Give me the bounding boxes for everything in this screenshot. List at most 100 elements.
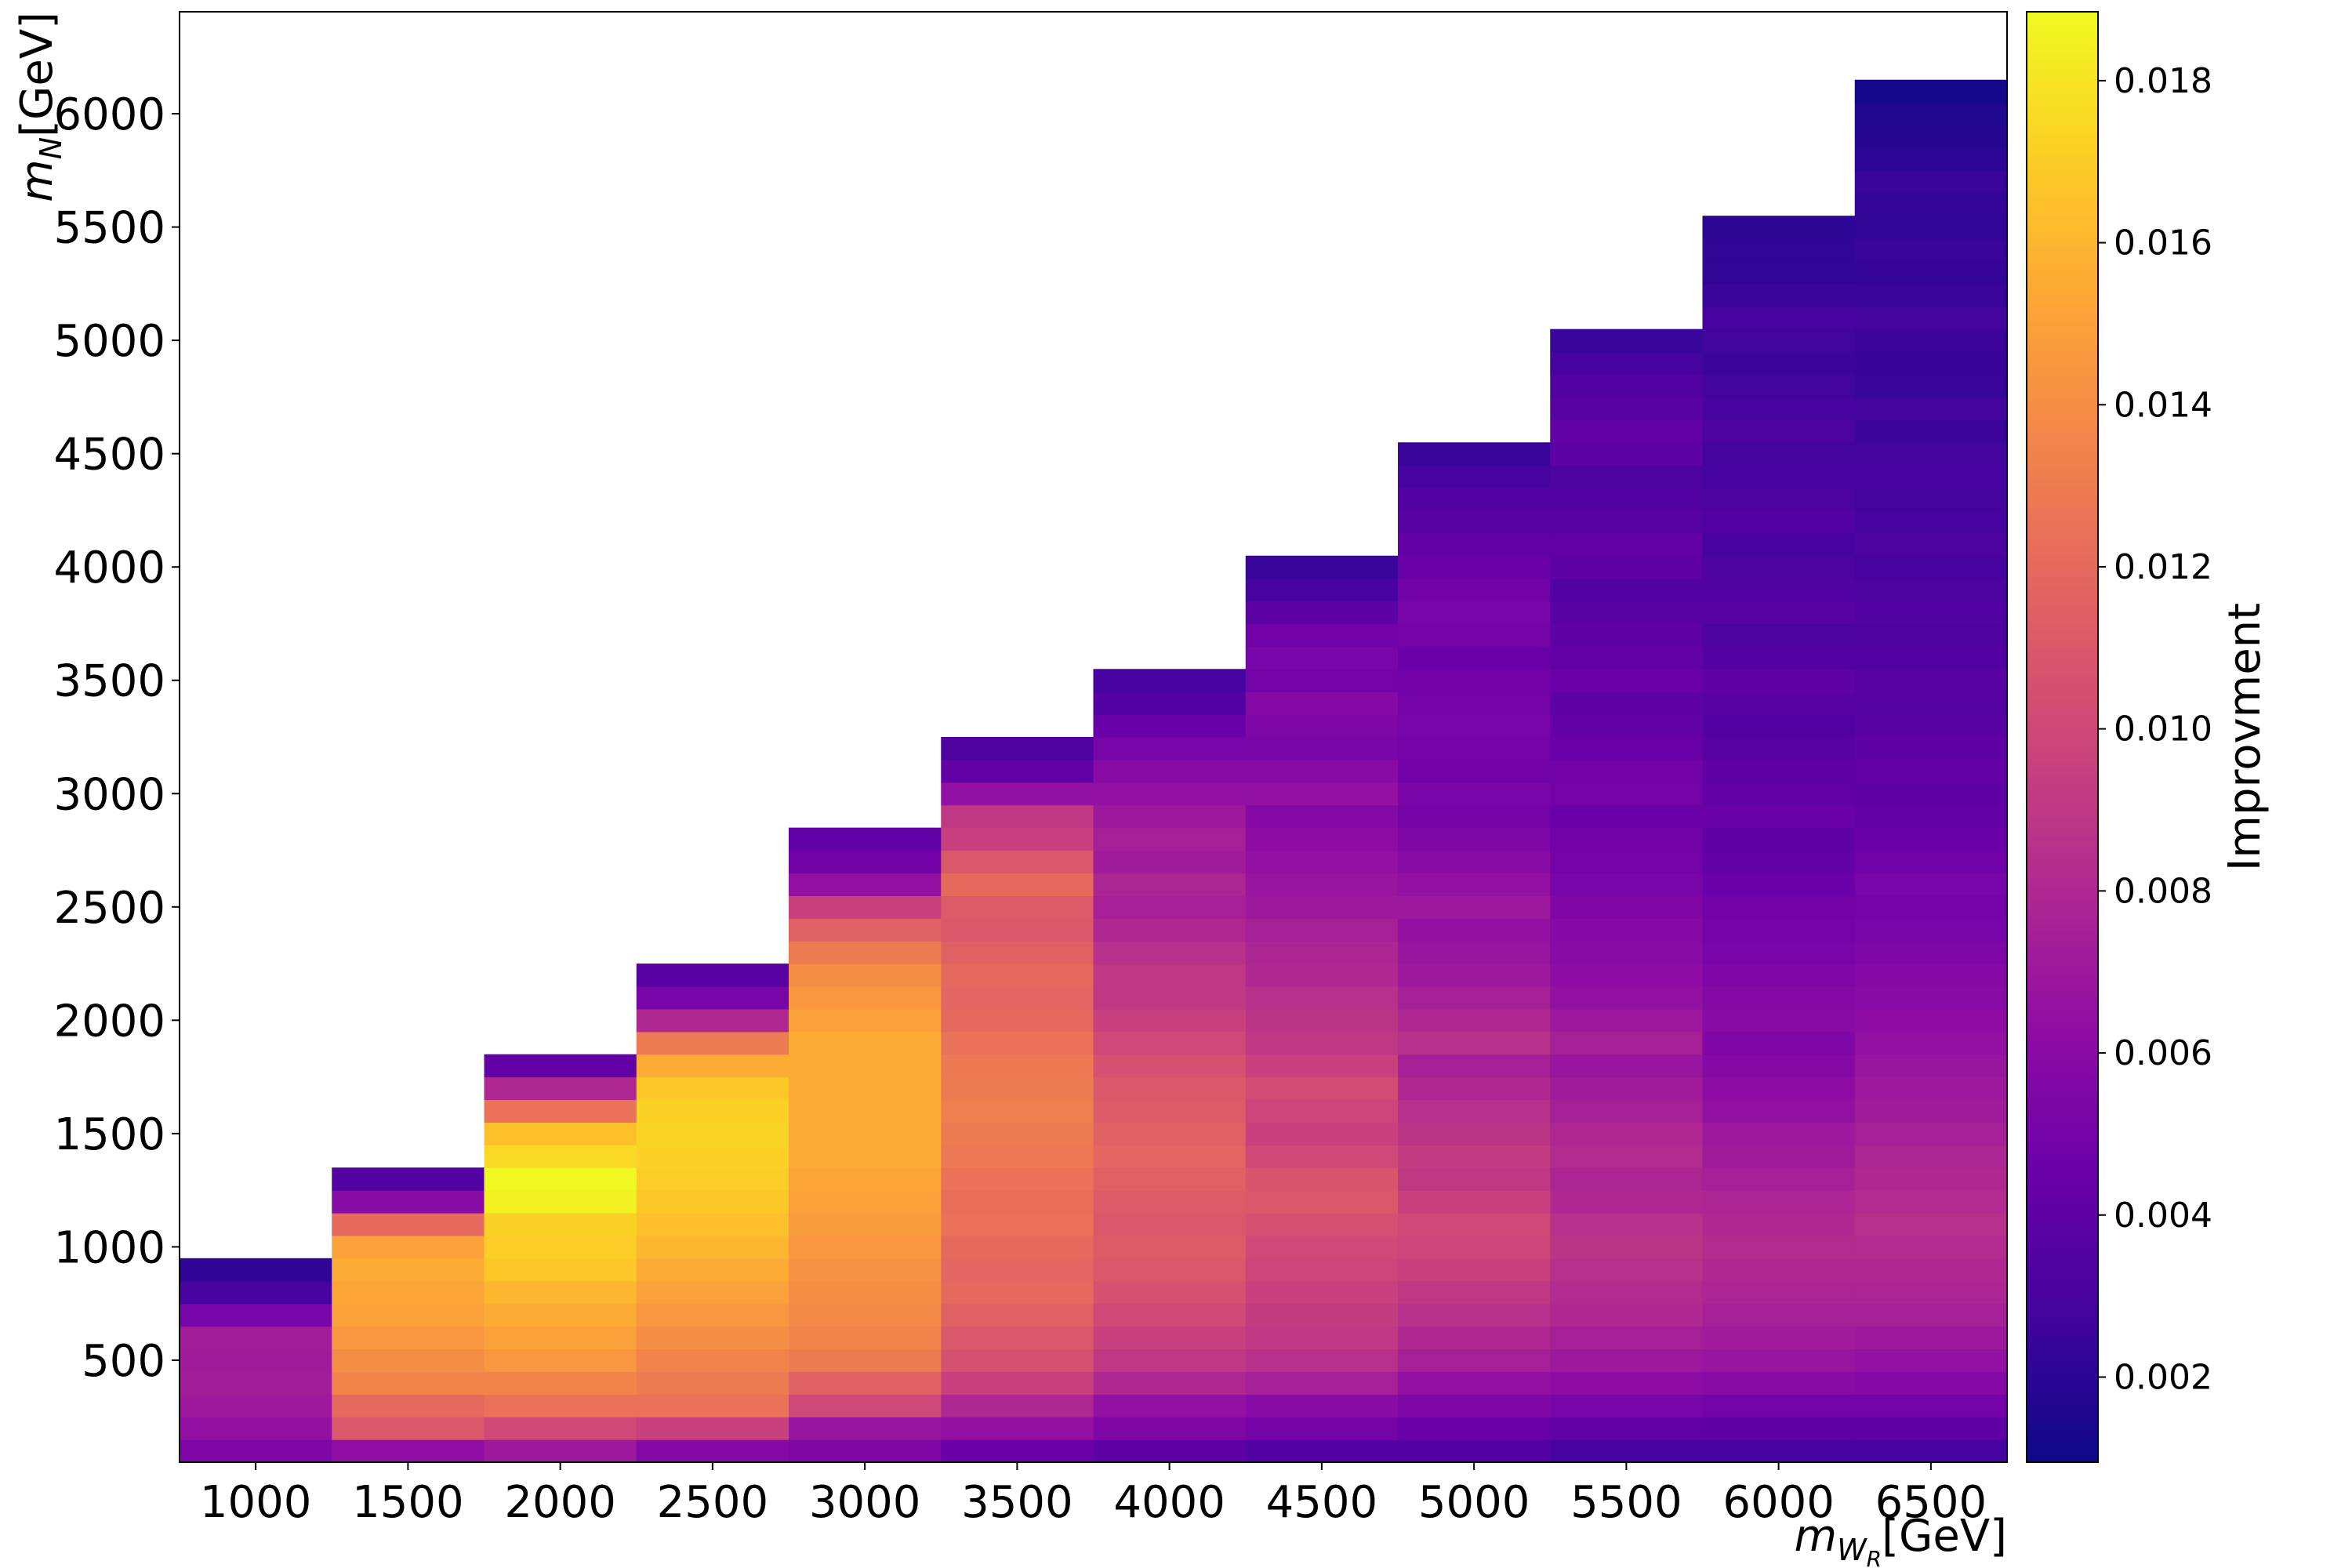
heatmap-cell bbox=[1854, 1258, 2008, 1282]
heatmap-cell bbox=[636, 1417, 789, 1440]
heatmap-cell bbox=[1398, 918, 1551, 942]
heatmap-cell bbox=[1245, 1303, 1399, 1327]
heatmap-cell bbox=[1854, 850, 2008, 874]
heatmap-cell bbox=[1093, 691, 1247, 715]
heatmap-cell bbox=[1245, 1145, 1399, 1168]
heatmap-cell bbox=[1854, 1054, 2008, 1078]
heatmap-cell bbox=[1854, 1348, 2008, 1372]
heatmap-cell bbox=[1854, 918, 2008, 942]
heatmap-cell bbox=[1550, 623, 1704, 647]
heatmap-cell bbox=[1245, 623, 1399, 647]
heatmap-cells bbox=[180, 79, 2008, 1463]
heatmap-cell bbox=[1245, 1348, 1399, 1372]
x-tick-label: 5500 bbox=[1570, 1477, 1682, 1528]
heatmap-cell bbox=[941, 850, 1094, 874]
heatmap-cell bbox=[1854, 260, 2008, 285]
heatmap-cell bbox=[1245, 1326, 1399, 1350]
heatmap-cell bbox=[789, 1054, 942, 1078]
heatmap-cell bbox=[1854, 1167, 2008, 1191]
heatmap-cell bbox=[332, 1213, 485, 1236]
heatmap-cell bbox=[1398, 1031, 1551, 1055]
heatmap-cell bbox=[1702, 1303, 1856, 1327]
heatmap-cell bbox=[1854, 782, 2008, 806]
heatmap-cell bbox=[1398, 1235, 1551, 1259]
heatmap-cell bbox=[1245, 985, 1399, 1010]
heatmap-cell bbox=[1854, 283, 2008, 307]
heatmap-cell bbox=[1854, 442, 2008, 466]
heatmap-cell bbox=[1854, 328, 2008, 353]
heatmap-cell bbox=[1702, 873, 1856, 896]
heatmap-cell bbox=[1245, 669, 1399, 692]
heatmap-cell bbox=[1702, 260, 1856, 285]
heatmap-cell bbox=[1550, 850, 1704, 874]
heatmap-cell bbox=[484, 1213, 637, 1236]
heatmap-cell bbox=[636, 1258, 789, 1282]
y-tick-label: 5000 bbox=[53, 316, 165, 367]
heatmap-cell bbox=[1550, 1258, 1704, 1282]
heatmap-cell bbox=[1550, 918, 1704, 942]
heatmap-cell bbox=[1854, 737, 2008, 760]
heatmap-cell bbox=[941, 1394, 1094, 1417]
heatmap-cell bbox=[484, 1280, 637, 1305]
heatmap-cell bbox=[1093, 782, 1247, 806]
heatmap-cell bbox=[1854, 510, 2008, 534]
heatmap-cell bbox=[941, 1258, 1094, 1282]
heatmap-cell bbox=[1702, 737, 1856, 760]
heatmap-cell bbox=[1245, 873, 1399, 896]
heatmap-cell bbox=[941, 1145, 1094, 1168]
heatmap-cell bbox=[789, 1076, 942, 1101]
heatmap-cell bbox=[1702, 283, 1856, 307]
heatmap-cell bbox=[636, 1348, 789, 1372]
heatmap-cell bbox=[1854, 170, 2008, 194]
heatmap-cell bbox=[789, 1213, 942, 1236]
colorbar-tick-label: 0.008 bbox=[2114, 871, 2212, 911]
heatmap-cell bbox=[1245, 1280, 1399, 1305]
y-tick-label: 3500 bbox=[53, 656, 165, 707]
heatmap-cell bbox=[636, 1303, 789, 1327]
heatmap-cell bbox=[1398, 1008, 1551, 1033]
heatmap-cell bbox=[941, 782, 1094, 806]
heatmap-cell bbox=[1550, 782, 1704, 806]
heatmap-cell bbox=[1702, 306, 1856, 330]
heatmap-cell bbox=[789, 1303, 942, 1327]
heatmap-cell bbox=[1854, 759, 2008, 783]
heatmap-cell bbox=[1702, 985, 1856, 1010]
heatmap-cell bbox=[1702, 1326, 1856, 1350]
heatmap-cell bbox=[1398, 850, 1551, 874]
x-tick-label: 2500 bbox=[657, 1477, 769, 1528]
heatmap-cell bbox=[1093, 850, 1247, 874]
heatmap-cell bbox=[1398, 1145, 1551, 1168]
heatmap-cell bbox=[636, 1326, 789, 1350]
heatmap-cell bbox=[1854, 804, 2008, 829]
heatmap-cell bbox=[789, 1258, 942, 1282]
heatmap-cell bbox=[1398, 578, 1551, 602]
heatmap-cell bbox=[1702, 216, 1856, 239]
heatmap-cell bbox=[1245, 941, 1399, 964]
heatmap-cell bbox=[484, 1122, 637, 1145]
heatmap-cell bbox=[1398, 895, 1551, 919]
heatmap-cell bbox=[1550, 1439, 1704, 1463]
heatmap-cell bbox=[1245, 737, 1399, 760]
heatmap-cell bbox=[1550, 532, 1704, 557]
x-tick-label: 1000 bbox=[200, 1477, 312, 1528]
heatmap-cell bbox=[789, 1439, 942, 1463]
heatmap-cell bbox=[1398, 691, 1551, 715]
heatmap-cell bbox=[1702, 578, 1856, 602]
heatmap-cell bbox=[789, 1167, 942, 1191]
heatmap-cell bbox=[636, 1167, 789, 1191]
heatmap-cell bbox=[1245, 804, 1399, 829]
heatmap-cell bbox=[1093, 1076, 1247, 1101]
heatmap-cell bbox=[789, 985, 942, 1010]
heatmap-cell bbox=[1398, 737, 1551, 760]
heatmap-cell bbox=[1093, 985, 1247, 1010]
heatmap-cell bbox=[1550, 555, 1704, 579]
heatmap-cell bbox=[180, 1303, 332, 1327]
x-tick-label: 2000 bbox=[504, 1477, 616, 1528]
heatmap-cell bbox=[332, 1348, 485, 1372]
y-tick-label: 4000 bbox=[53, 543, 165, 593]
heatmap-cell bbox=[1245, 1054, 1399, 1078]
heatmap-cell bbox=[1245, 714, 1399, 738]
heatmap-cell bbox=[1854, 1213, 2008, 1236]
heatmap-cell bbox=[1550, 895, 1704, 919]
x-tick-label: 4500 bbox=[1266, 1477, 1378, 1528]
